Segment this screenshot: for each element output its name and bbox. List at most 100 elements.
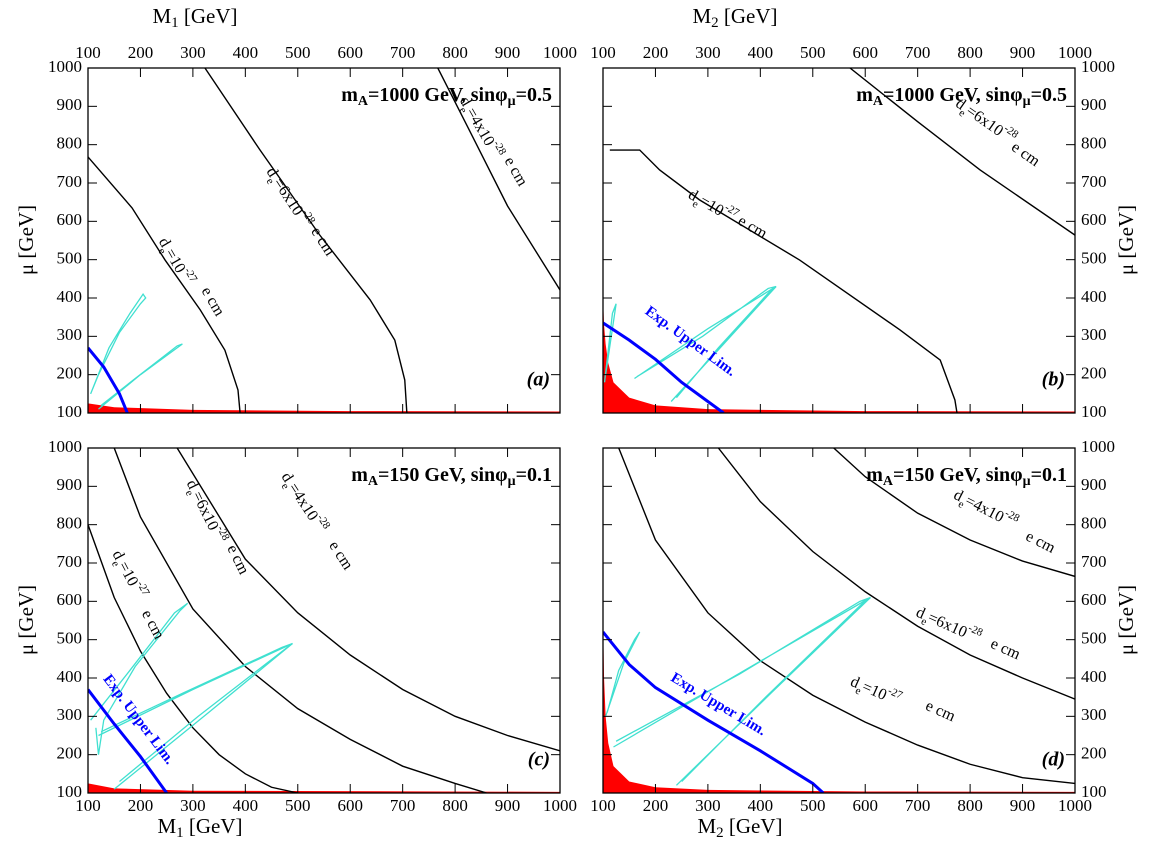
x-tick-label: 300	[695, 43, 721, 62]
panel-tag: (c)	[528, 749, 550, 771]
x-tick-label: 200	[643, 796, 669, 815]
panel-tag: (b)	[1042, 369, 1065, 391]
plot-area	[603, 68, 1075, 413]
x-axis-label-part: [GeV]	[724, 814, 783, 838]
contour-line	[605, 631, 641, 717]
contour-label-part: -28	[967, 622, 986, 639]
x-axis-label-part: 1	[171, 15, 179, 31]
contour-line	[670, 285, 777, 402]
x-axis-label-part: [GeV]	[179, 4, 238, 28]
x-tick-label: 900	[495, 796, 521, 815]
contour-label-unit: e cm	[501, 154, 531, 190]
x-tick-label: 200	[128, 43, 154, 62]
contour-line	[675, 596, 871, 786]
y-tick-label: 100	[1081, 402, 1107, 421]
contour-label-part: e	[956, 498, 966, 511]
panel-header-part: μ	[1023, 474, 1031, 489]
x-tick-label: 500	[285, 796, 311, 815]
x-tick-label: 700	[390, 796, 416, 815]
contour-line	[113, 448, 487, 793]
x-axis-label-part: 2	[716, 825, 724, 841]
x-tick-label: 900	[495, 43, 521, 62]
y-tick-label: 200	[57, 364, 83, 383]
y-tick-label: 600	[57, 210, 83, 229]
contour-label: de=10-27	[152, 232, 200, 290]
excluded-region	[88, 783, 560, 793]
y-tick-label: 900	[57, 475, 83, 494]
y-axis-label: μ [GeV]	[1114, 585, 1138, 655]
y-tick-label: 500	[57, 249, 83, 268]
panel-header-part: =150 GeV, sinφ	[893, 464, 1023, 486]
y-tick-label: 200	[1081, 364, 1107, 383]
y-tick-label: 400	[57, 287, 83, 306]
x-tick-label: 800	[957, 43, 983, 62]
contour-label-part: e	[854, 684, 863, 697]
contour-line	[204, 68, 408, 413]
panel-header-part: A	[358, 94, 369, 109]
panel-frame	[602, 447, 1076, 794]
panel-header-part: =0.5	[1031, 84, 1067, 106]
panel-header-part: μ	[508, 474, 516, 489]
panel-header: mA=1000 GeV, sinφμ=0.5	[341, 84, 552, 110]
y-tick-label: 400	[1081, 667, 1107, 686]
x-tick-label: 600	[337, 796, 363, 815]
contour-label-part: e	[109, 559, 122, 569]
panel: Exp. Upper Lim.100 200 300 400 500 600 700 800 9…	[14, 437, 577, 842]
panel-frame	[602, 67, 1076, 414]
contour-label-part: e	[690, 197, 700, 210]
x-tick-label: 400	[748, 43, 774, 62]
panel-header-part: =1000 GeV, sinφ	[368, 84, 508, 106]
panel-header-part: μ	[1023, 94, 1031, 109]
x-tick-label: 600	[852, 43, 878, 62]
x-tick-label: 700	[390, 43, 416, 62]
contour-label-unit: e cm	[1008, 139, 1043, 171]
y-tick-label: 500	[1081, 629, 1107, 648]
panel-tag: (d)	[1042, 749, 1065, 771]
contour-label: de=10-27	[846, 669, 905, 713]
y-tick-label: 300	[57, 325, 83, 344]
x-axis-label-part: [GeV]	[719, 4, 778, 28]
contour-label-unit: e cm	[735, 212, 771, 242]
x-axis-label-part: [GeV]	[184, 814, 243, 838]
contour-line	[609, 149, 958, 413]
contour-line	[90, 293, 147, 395]
x-tick-label: 500	[800, 43, 826, 62]
panel-header-part: =0.1	[1031, 464, 1067, 486]
y-tick-label: 1000	[1081, 57, 1115, 76]
contour-label: de=4x10-28	[949, 482, 1022, 536]
contour-line	[90, 602, 189, 755]
panel-frame	[87, 67, 561, 414]
contour-line	[833, 448, 1075, 578]
panel-frame	[87, 447, 561, 794]
x-tick-label: 1000	[1058, 796, 1092, 815]
x-tick-label: 1000	[543, 43, 577, 62]
contour-line	[613, 596, 871, 748]
panel-header-part: A	[368, 474, 379, 489]
x-tick-label: 800	[442, 43, 468, 62]
plot-area	[88, 68, 560, 413]
contour-label: de=10-27	[683, 182, 741, 230]
excluded-region	[88, 403, 560, 413]
contour-label-part: e	[957, 107, 968, 120]
exp-limit-line	[88, 688, 168, 793]
plot-area	[88, 448, 560, 793]
panel-tag: (a)	[527, 369, 550, 391]
y-tick-label: 500	[57, 629, 83, 648]
y-tick-label: 700	[57, 172, 83, 191]
contour-label-part: e	[183, 488, 196, 498]
x-tick-label: 100	[75, 796, 101, 815]
contour-line	[88, 524, 298, 793]
x-tick-label: 800	[957, 796, 983, 815]
x-tick-label: 400	[233, 796, 259, 815]
contour-label: de=10-27	[105, 545, 152, 604]
x-tick-label: 700	[905, 43, 931, 62]
contour-label-unit: e cm	[223, 542, 252, 577]
panel-header-part: μ	[508, 94, 516, 109]
panel-header-part: m	[856, 84, 873, 106]
x-axis-label: M1 [GeV]	[152, 4, 237, 32]
panel-header-part: A	[873, 94, 884, 109]
y-axis-label: μ [GeV]	[14, 585, 38, 655]
panel-header-part: m	[866, 464, 883, 486]
x-tick-label: 800	[442, 796, 468, 815]
